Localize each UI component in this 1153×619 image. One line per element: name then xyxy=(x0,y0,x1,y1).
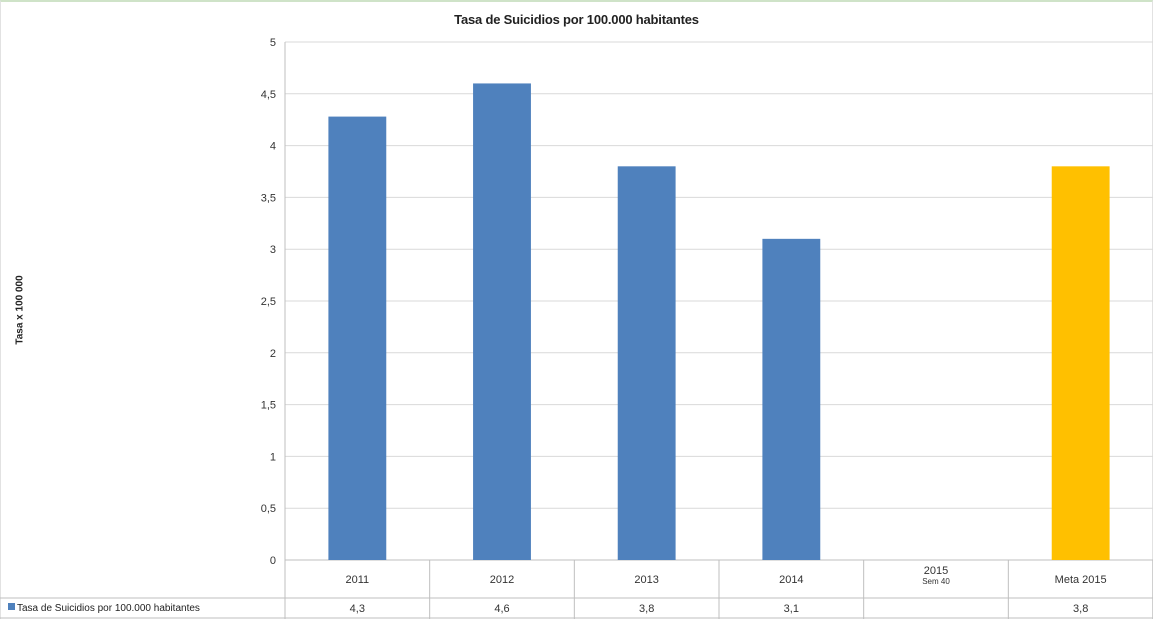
y-tick-label: 4,5 xyxy=(261,89,276,101)
x-category-label: 2013 xyxy=(634,574,658,586)
chart-title: Tasa de Suicidios por 100.000 habitantes xyxy=(454,12,699,27)
y-tick-label: 1 xyxy=(270,451,276,463)
x-category-label: Meta 2015 xyxy=(1055,574,1107,586)
y-tick-label: 4 xyxy=(270,141,276,153)
table-value: 4,6 xyxy=(494,603,509,615)
table-value: 3,8 xyxy=(1073,603,1088,615)
bar xyxy=(762,238,821,560)
y-tick-label: 3 xyxy=(270,244,276,256)
y-tick-label: 3,5 xyxy=(261,192,276,204)
table-value: 3,1 xyxy=(784,603,799,615)
bar xyxy=(328,116,387,560)
y-tick-label: 1,5 xyxy=(261,400,276,412)
table-value: 4,3 xyxy=(350,603,365,615)
x-category-label: 2015 xyxy=(924,565,948,577)
x-category-label: 2012 xyxy=(490,574,514,586)
x-category-label: 2011 xyxy=(346,574,370,586)
table-value: 3,8 xyxy=(639,603,654,615)
bar xyxy=(1051,166,1110,560)
bar xyxy=(617,166,676,560)
bar xyxy=(473,83,531,560)
x-category-label: 2014 xyxy=(779,574,803,586)
y-tick-label: 0,5 xyxy=(261,503,276,515)
y-tick-label: 2,5 xyxy=(261,296,276,308)
y-tick-label: 0 xyxy=(270,555,276,567)
y-tick-label: 5 xyxy=(270,37,276,49)
y-tick-label: 2 xyxy=(270,348,276,360)
x-category-sublabel: Sem 40 xyxy=(922,577,950,586)
legend-swatch xyxy=(8,603,15,610)
legend-label: Tasa de Suicidios por 100.000 habitantes xyxy=(17,603,200,614)
